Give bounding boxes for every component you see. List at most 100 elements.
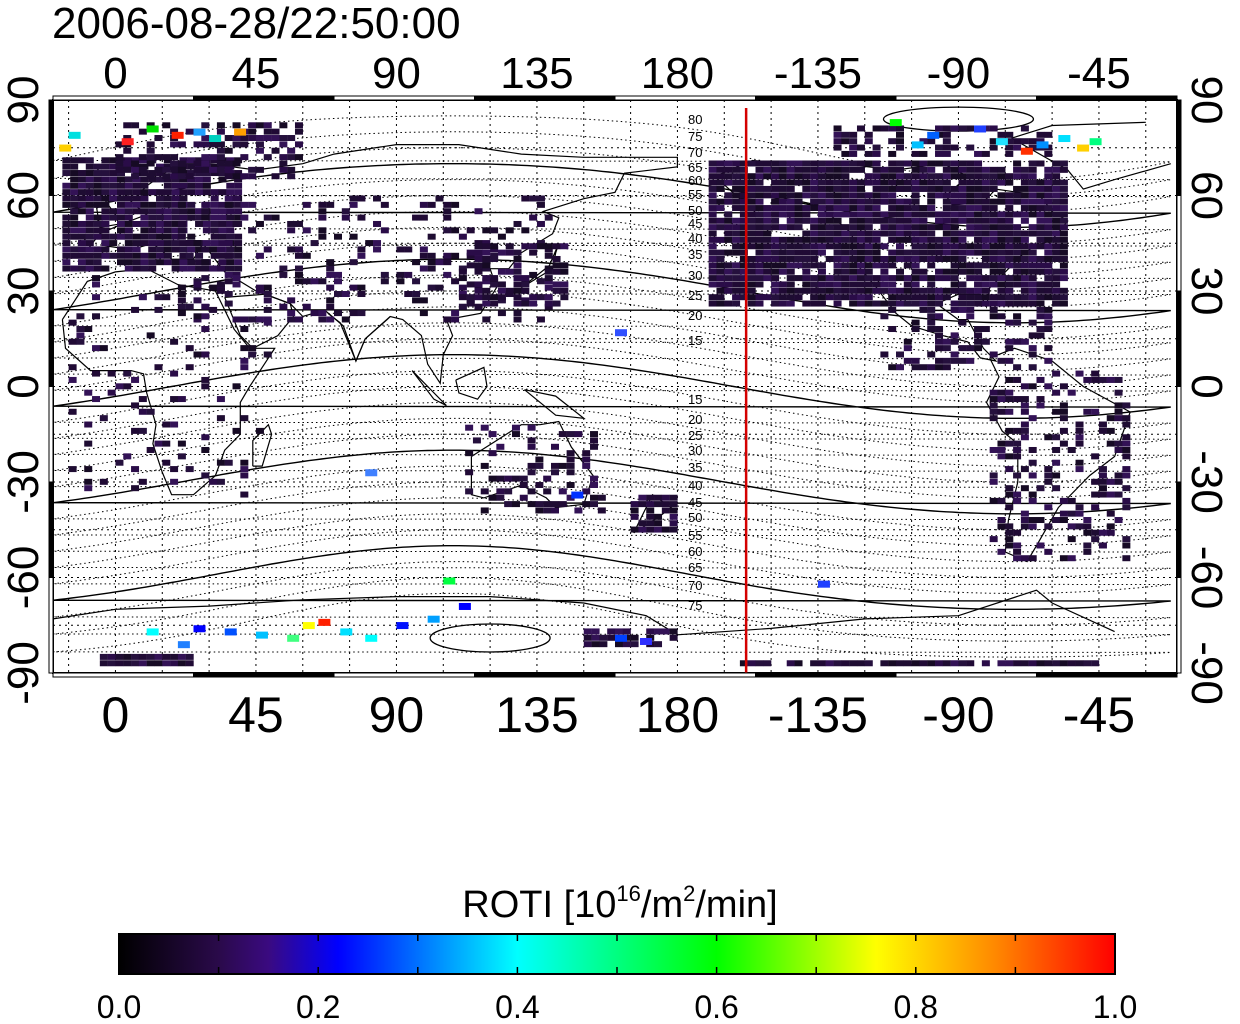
roti-cell	[287, 316, 296, 323]
roti-cell	[543, 507, 552, 514]
roti-cell	[942, 217, 951, 224]
roti-cell	[115, 154, 124, 161]
roti-cell	[911, 230, 920, 237]
roti-cell	[513, 287, 522, 294]
roti-cell	[1013, 319, 1022, 326]
roti-cell	[1020, 402, 1029, 409]
roti-cell	[888, 660, 897, 667]
roti-cell	[872, 179, 881, 186]
roti-cell	[318, 208, 327, 215]
roti-cell	[958, 268, 967, 275]
roti-cell	[566, 482, 575, 488]
roti-cell	[896, 300, 904, 307]
right-lat-label: 0	[1182, 374, 1231, 398]
roti-cell	[558, 488, 567, 495]
roti-cell	[171, 240, 180, 247]
roti-cell	[927, 249, 936, 256]
roti-cell	[373, 220, 382, 227]
roti-cell	[1059, 230, 1068, 237]
roti-cell	[942, 131, 951, 138]
roti-cell	[911, 211, 920, 218]
roti-cell	[85, 176, 94, 183]
roti-cell	[966, 173, 975, 180]
roti-cell	[856, 217, 865, 224]
roti-cell	[1028, 332, 1037, 339]
roti-cell	[974, 160, 983, 167]
roti-cell	[132, 240, 141, 247]
roti-cell	[117, 176, 126, 183]
roti-cell	[919, 287, 928, 294]
roti-cell	[841, 262, 850, 269]
roti-cell	[966, 313, 975, 320]
roti-cell	[1005, 224, 1014, 231]
roti-cell	[163, 182, 172, 189]
roti-cell	[443, 316, 452, 323]
roti-cell	[817, 160, 826, 167]
roti-cell	[911, 319, 920, 326]
roti-cell	[187, 265, 196, 272]
roti-cell	[271, 214, 280, 221]
roti-cell	[140, 176, 149, 183]
roti-cell	[817, 294, 826, 301]
roti-cell	[195, 163, 204, 170]
roti-cell	[911, 262, 920, 269]
roti-cell	[942, 236, 951, 243]
roti-cell	[1044, 185, 1053, 192]
roti-cell	[156, 163, 165, 170]
roti-cell	[171, 233, 180, 240]
roti-cell	[472, 437, 481, 444]
roti-cell	[872, 144, 881, 151]
roti-cell	[841, 268, 850, 275]
roti-cell	[950, 255, 959, 262]
roti-cell	[1091, 453, 1100, 460]
roti-cell	[841, 243, 850, 250]
roti-cell	[419, 252, 428, 259]
roti-cell	[465, 469, 474, 476]
roti-cell	[84, 485, 93, 492]
roti-cell	[279, 141, 288, 148]
roti-cell	[263, 284, 272, 291]
roti-cell	[981, 326, 990, 333]
roti-cell	[1013, 236, 1022, 243]
roti-cell	[1020, 249, 1029, 256]
roti-cell	[708, 243, 717, 250]
roti-cell	[997, 287, 1006, 294]
roti-cell	[880, 211, 889, 218]
roti-cell	[263, 246, 272, 253]
roti-cell	[519, 475, 528, 482]
roti-cell	[1044, 166, 1053, 173]
roti-cell	[786, 173, 795, 180]
roti-cell	[817, 205, 826, 212]
roti-cell	[465, 450, 474, 457]
roti-cell	[856, 255, 865, 262]
roti-cell	[458, 284, 467, 291]
roti-cell	[131, 660, 140, 667]
roti-cell	[84, 478, 93, 485]
roti-cell	[896, 660, 904, 667]
roti-cell	[747, 179, 756, 186]
roti-cell	[1005, 523, 1014, 530]
roti-cell	[669, 501, 678, 508]
roti-cell	[864, 211, 873, 218]
roti-cell	[1114, 517, 1123, 524]
roti-cell	[841, 205, 850, 212]
roti-cell	[146, 173, 155, 180]
roti-cell	[825, 179, 834, 186]
roti-cell	[622, 641, 631, 648]
roti-cell	[85, 220, 94, 227]
roti-cell	[224, 459, 233, 466]
roti-cell	[942, 205, 951, 212]
roti-cell	[927, 192, 936, 199]
roti-cell	[1036, 485, 1045, 492]
roti-cell	[755, 236, 764, 243]
roti-cell	[974, 185, 983, 192]
roti-cell	[294, 316, 303, 323]
roti-cell	[935, 364, 944, 371]
roti-cell	[511, 501, 520, 508]
roti-cell	[224, 166, 233, 173]
contour-label: 20	[688, 412, 702, 427]
roti-cell	[1044, 313, 1053, 320]
roti-cell	[950, 262, 959, 269]
roti-cell	[163, 201, 172, 208]
roti-cell	[234, 246, 243, 253]
